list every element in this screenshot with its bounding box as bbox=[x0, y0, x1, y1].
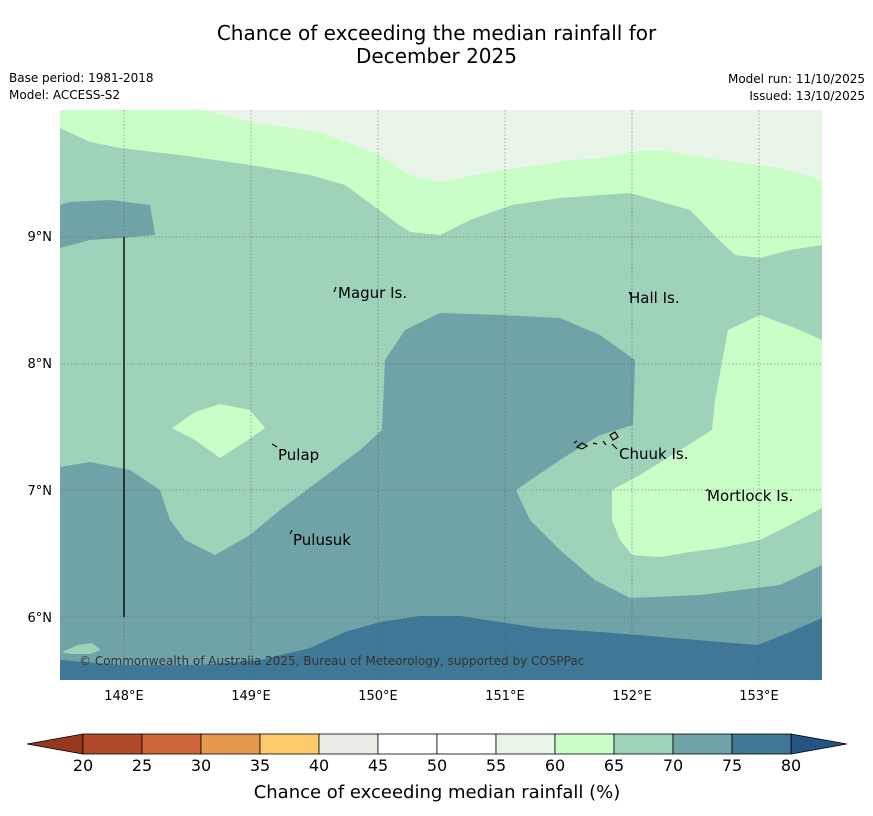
lon-label: 150°E bbox=[358, 689, 398, 704]
model-name: Model: ACCESS-S2 bbox=[9, 88, 121, 102]
lat-label: 9°N bbox=[28, 230, 53, 245]
place-label-mortlock: Mortlock Is. bbox=[707, 487, 793, 505]
colorbar-tick-label: 70 bbox=[663, 756, 683, 775]
region-55-60-top bbox=[205, 110, 822, 182]
chart-title: Chance of exceeding the median rainfall … bbox=[0, 22, 873, 68]
colorbar-cell bbox=[731, 733, 792, 755]
colorbar-tick-label: 60 bbox=[545, 756, 565, 775]
island-chuuk bbox=[573, 431, 619, 450]
colorbar-cells bbox=[82, 733, 792, 755]
latitude-labels: 9°N 8°N 7°N 6°N bbox=[28, 230, 53, 626]
place-label-hall: Hall Is. bbox=[629, 289, 680, 307]
place-label-chuuk: Chuuk Is. bbox=[619, 445, 688, 463]
issued-date: Issued: 13/10/2025 bbox=[749, 89, 865, 103]
colorbar-tick-label: 25 bbox=[132, 756, 152, 775]
lat-label: 8°N bbox=[28, 357, 53, 372]
model-run: Model run: 11/10/2025 bbox=[727, 72, 865, 86]
base-period: Base period: 1981-2018 bbox=[9, 71, 154, 85]
region-70-75-nw bbox=[60, 200, 155, 248]
copyright-notice: © Commonwealth of Australia 2025, Bureau… bbox=[79, 654, 584, 668]
colorbar-tick-label: 45 bbox=[368, 756, 388, 775]
colorbar-tick-label: 35 bbox=[250, 756, 270, 775]
longitude-labels: 148°E 149°E 150°E 151°E 152°E 153°E bbox=[104, 689, 779, 704]
colorbar-cell bbox=[377, 733, 438, 755]
colorbar-under-arrow bbox=[26, 733, 84, 755]
title-line-2: December 2025 bbox=[356, 44, 517, 68]
colorbar-cell bbox=[495, 733, 556, 755]
colorbar-over-arrow bbox=[790, 733, 848, 755]
lon-label: 152°E bbox=[612, 689, 652, 704]
colorbar-cell bbox=[200, 733, 261, 755]
island-pulusuk bbox=[289, 529, 293, 535]
colorbar-cell bbox=[82, 733, 143, 755]
place-label-pulap: Pulap bbox=[278, 446, 319, 464]
colorbar-ticks: 20 25 30 35 40 45 50 55 60 65 70 75 80 bbox=[73, 756, 801, 775]
colorbar-cell bbox=[672, 733, 733, 755]
colorbar-cell bbox=[318, 733, 379, 755]
region-75-80-south bbox=[60, 616, 822, 680]
colorbar-tick-label: 65 bbox=[604, 756, 624, 775]
meta-right: Model run: 11/10/2025 Issued: 13/10/2025 bbox=[728, 71, 865, 105]
region-60-65-west bbox=[172, 404, 265, 458]
lon-label: 149°E bbox=[231, 689, 271, 704]
colorbar-tick-label: 20 bbox=[73, 756, 93, 775]
place-label-pulusuk: Pulusuk bbox=[293, 531, 351, 549]
lat-label: 6°N bbox=[28, 611, 53, 626]
colorbar-tick-label: 75 bbox=[722, 756, 742, 775]
colorbar-cell bbox=[436, 733, 497, 755]
meta-left: Base period: 1981-2018 Model: ACCESS-S2 bbox=[9, 70, 154, 104]
colorbar-cell bbox=[554, 733, 615, 755]
colorbar-tick-label: 50 bbox=[427, 756, 447, 775]
map-area: Magur Is. Hall Is. Pulap Chuuk Is. Mortl… bbox=[60, 110, 822, 680]
island-mortlock bbox=[705, 488, 709, 492]
colorbar-tick-label: 80 bbox=[781, 756, 801, 775]
lat-label: 7°N bbox=[28, 484, 53, 499]
title-line-1: Chance of exceeding the median rainfall … bbox=[216, 21, 657, 45]
colorbar-tick-label: 40 bbox=[309, 756, 329, 775]
island-hall bbox=[628, 291, 632, 296]
colorbar-cell bbox=[613, 733, 674, 755]
region-65-70 bbox=[60, 110, 822, 598]
island-pulap bbox=[271, 443, 278, 448]
colorbar: 20 25 30 35 40 45 50 55 60 65 70 75 80 Chance of exc… bbox=[26, 733, 848, 803]
region-65-70-fleck bbox=[62, 643, 101, 654]
lon-label: 153°E bbox=[739, 689, 779, 704]
region-60-65-se bbox=[612, 315, 822, 557]
island-magur bbox=[333, 286, 337, 293]
colorbar-tick-label: 55 bbox=[486, 756, 506, 775]
colorbar-cell bbox=[259, 733, 320, 755]
colorbar-title: Chance of exceeding median rainfall (%) bbox=[254, 782, 621, 803]
place-label-magur: Magur Is. bbox=[338, 284, 407, 302]
island-outlines bbox=[271, 286, 709, 535]
colorbar-cell bbox=[141, 733, 202, 755]
lon-label: 148°E bbox=[104, 689, 144, 704]
colorbar-tick-label: 30 bbox=[191, 756, 211, 775]
lon-label: 151°E bbox=[485, 689, 525, 704]
